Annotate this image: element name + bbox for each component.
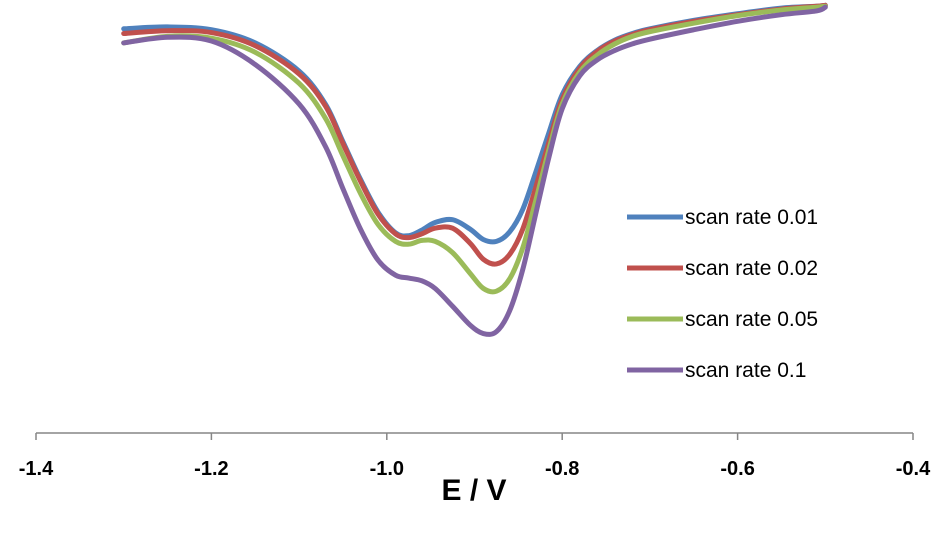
series-layer [121,2,828,337]
x-axis-title: E / V [441,474,506,507]
legend-item: scan rate 0.02 [627,257,818,280]
x-tick-label: -1.4 [19,458,54,480]
x-tick-label: -1.0 [370,458,404,480]
legend-label: scan rate 0.05 [685,308,818,331]
x-axis: -1.4 -1.2 -1.0 -0.8 -0.6 -0.4 [19,432,931,480]
legend-item: scan rate 0.05 [627,308,818,331]
legend-label: scan rate 0.02 [685,257,818,280]
legend: scan rate 0.01 scan rate 0.02 scan rate … [627,206,818,382]
series-line-4 [121,4,828,337]
legend-item: scan rate 0.1 [627,359,806,382]
x-tick-label: -0.6 [720,458,754,480]
x-tick-label: -1.2 [194,458,228,480]
legend-label: scan rate 0.01 [685,206,818,229]
x-tick-label: -0.4 [896,458,931,480]
series-line-3 [121,3,828,295]
x-tick-label: -0.8 [545,458,579,480]
legend-label: scan rate 0.1 [685,359,806,382]
legend-item: scan rate 0.01 [627,206,818,229]
